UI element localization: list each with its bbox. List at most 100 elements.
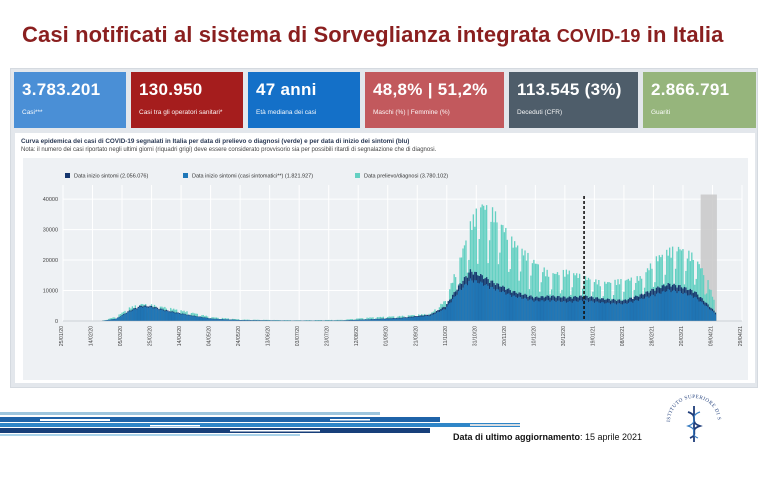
- bar-symptom-symptomatic: [198, 316, 200, 321]
- bar-symptom-symptomatic: [140, 306, 142, 321]
- bar-symptom-symptomatic: [539, 301, 541, 321]
- bar-symptom-symptomatic: [576, 301, 578, 321]
- bar-diagnosis: [676, 251, 678, 321]
- bar-diagnosis: [491, 207, 494, 321]
- bar-symptom-symptomatic: [607, 302, 609, 321]
- bar-symptom-symptomatic: [574, 300, 576, 321]
- bar-symptom-symptomatic: [552, 299, 554, 321]
- bar-diagnosis: [688, 250, 690, 321]
- bar-symptom-symptomatic: [490, 286, 492, 321]
- bar-symptom-symptomatic: [124, 314, 126, 321]
- bar-symptom-symptomatic: [640, 298, 643, 321]
- bar-symptom-symptomatic: [370, 319, 373, 321]
- bar-symptom-symptomatic: [388, 318, 390, 321]
- bar-symptom-symptomatic: [460, 289, 463, 321]
- bar-symptom-symptomatic: [351, 320, 353, 321]
- bar-symptom-symptomatic: [438, 311, 441, 321]
- bar-symptom-symptomatic: [201, 317, 203, 321]
- bar-symptom-symptomatic: [251, 320, 253, 321]
- bar-symptom-symptomatic: [704, 305, 706, 321]
- bar-symptom-symptomatic: [441, 309, 444, 321]
- provisional-period-box: [700, 194, 717, 321]
- bar-symptom-symptomatic: [223, 319, 225, 321]
- bar-symptom-symptomatic: [645, 296, 647, 321]
- x-tick-label: 29/04/21: [738, 326, 744, 346]
- bar-diagnosis: [691, 252, 693, 321]
- bar-symptom-symptomatic: [629, 301, 631, 321]
- bar-symptom-symptomatic: [565, 302, 568, 321]
- bar-symptom-symptomatic: [173, 312, 175, 321]
- bar-symptom-symptomatic: [511, 296, 513, 321]
- bar-symptom-symptomatic: [528, 299, 531, 321]
- bar-diagnosis: [531, 263, 534, 321]
- bar-symptom-symptomatic: [359, 319, 361, 321]
- bar-symptom-symptomatic: [536, 300, 538, 321]
- bar-symptom-symptomatic: [237, 320, 240, 321]
- bar-symptom-symptomatic: [589, 301, 591, 321]
- bar-symptom-symptomatic: [530, 299, 532, 321]
- kpi-recovered: 2.866.791 Guariti: [643, 72, 756, 128]
- bar-symptom-symptomatic: [534, 300, 537, 321]
- bar-symptom-symptomatic: [465, 283, 467, 321]
- bar-symptom-symptomatic: [691, 295, 693, 321]
- bar-symptom-symptomatic: [533, 301, 535, 321]
- bar-symptom-symptomatic: [646, 296, 649, 321]
- bar-symptom-symptomatic: [521, 298, 523, 321]
- last-update: Data di ultimo aggiornamento: 15 aprile …: [453, 432, 642, 442]
- bar-symptom-symptomatic: [353, 320, 355, 321]
- bar-symptom-symptomatic: [390, 318, 392, 321]
- bar-diagnosis: [707, 280, 709, 321]
- bar-symptom-symptomatic: [249, 320, 252, 321]
- bar-symptom-symptomatic: [139, 306, 141, 321]
- bar-symptom-symptomatic: [347, 320, 349, 321]
- bar-symptom-symptomatic: [246, 320, 249, 321]
- bar-symptom-symptomatic: [484, 284, 486, 321]
- x-tick-label: 28/02/21: [649, 326, 655, 346]
- x-tick-label: 19/01/21: [590, 326, 596, 346]
- bar-diagnosis: [514, 241, 516, 321]
- bar-symptom-symptomatic: [196, 317, 198, 321]
- bar-symptom-symptomatic: [621, 304, 624, 321]
- bar-diagnosis: [522, 255, 525, 321]
- legend-swatch: [183, 173, 188, 178]
- bar-symptom-symptomatic: [649, 296, 652, 321]
- chart-caption: Curva epidemica dei casi di COVID-19 seg…: [21, 138, 410, 145]
- bar-symptom-symptomatic: [710, 310, 712, 321]
- bar-symptom-symptomatic: [617, 303, 619, 321]
- bar-symptom-symptomatic: [447, 304, 449, 321]
- bar-symptom-symptomatic: [599, 303, 601, 321]
- bar-symptom-symptomatic: [605, 303, 607, 321]
- bar-symptom-symptomatic: [568, 301, 570, 321]
- bar-symptom-symptomatic: [446, 306, 448, 321]
- y-tick-label: 30000: [43, 228, 58, 234]
- x-tick-label: 03/07/20: [295, 326, 301, 346]
- bar-symptom-symptomatic: [685, 293, 687, 321]
- bar-symptom-symptomatic: [181, 314, 184, 321]
- bar-diagnosis: [700, 268, 702, 321]
- bar-symptom-symptomatic: [361, 319, 364, 321]
- bar-symptom-symptomatic: [193, 316, 196, 321]
- x-tick-label: 20/03/21: [679, 326, 685, 346]
- bar-diagnosis: [494, 211, 497, 321]
- bar-symptom-symptomatic: [506, 293, 508, 321]
- bar-symptom-symptomatic: [360, 319, 362, 321]
- bar-symptom-symptomatic: [211, 318, 213, 321]
- bar-symptom-symptomatic: [516, 297, 519, 321]
- bar-symptom-symptomatic: [580, 300, 582, 321]
- bar-symptom-symptomatic: [485, 284, 488, 321]
- y-tick-label: 0: [55, 319, 58, 325]
- bar-symptom-symptomatic: [508, 293, 510, 321]
- bar-symptom-symptomatic: [618, 303, 621, 321]
- bar-symptom-symptomatic: [434, 313, 436, 321]
- bar-symptom-symptomatic: [493, 288, 495, 321]
- bar-symptom-symptomatic: [171, 312, 173, 321]
- bar-symptom-symptomatic: [627, 302, 630, 321]
- bar-symptom-symptomatic: [149, 306, 151, 321]
- bar-symptom-symptomatic: [239, 320, 241, 321]
- kpi-recovered-value: 2.866.791: [651, 80, 730, 99]
- bar-symptom-symptomatic: [435, 312, 438, 321]
- bar-symptom-symptomatic: [165, 310, 167, 321]
- epidemic-curve-chart: 0 10000 20000 30000 40000 25/01/20 14/02/20 05/…: [43, 173, 744, 346]
- bar-diagnosis: [713, 299, 715, 321]
- bar-symptom-symptomatic: [192, 316, 194, 321]
